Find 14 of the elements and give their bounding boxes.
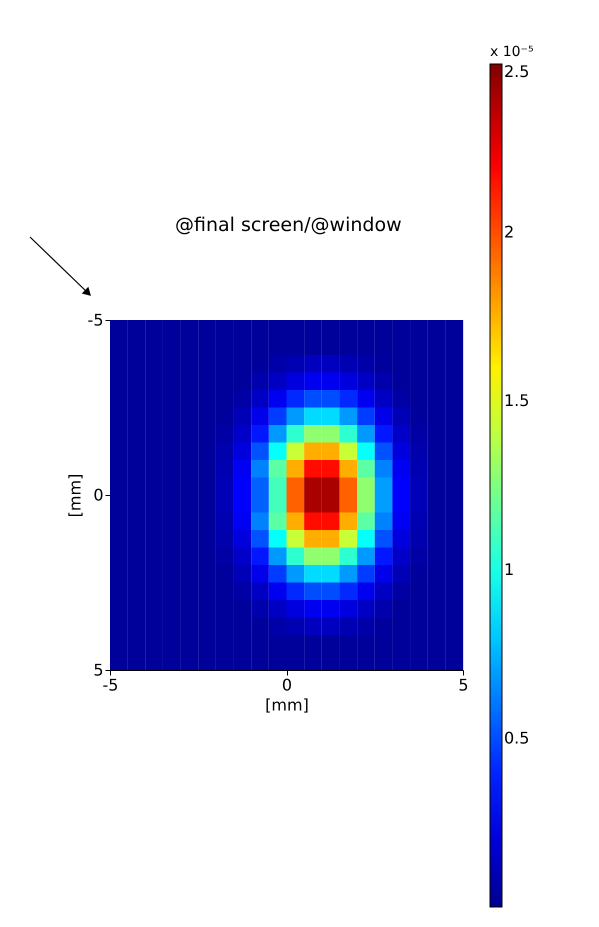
x-tick-label: 0 xyxy=(282,676,292,694)
y-tick-label: 0 xyxy=(93,486,104,504)
color-bar-label: 1 xyxy=(504,560,514,579)
y-axis-title: [mm] xyxy=(66,474,85,518)
color-bar-label: 2 xyxy=(504,222,514,242)
color-bar-label: 1.5 xyxy=(504,391,530,410)
color-bar-label: 2.5 xyxy=(504,62,530,81)
text: @final screen/@window xyxy=(175,214,402,236)
color-bar-title: x 10⁻⁵ xyxy=(490,44,534,60)
y-tick-label: 5 xyxy=(93,660,104,680)
x-tick-label: 5 xyxy=(458,676,469,694)
x-axis-title: [mm] xyxy=(265,696,309,714)
y-tick-label: -5 xyxy=(88,310,104,330)
color-bar-label: 0.5 xyxy=(504,728,530,748)
